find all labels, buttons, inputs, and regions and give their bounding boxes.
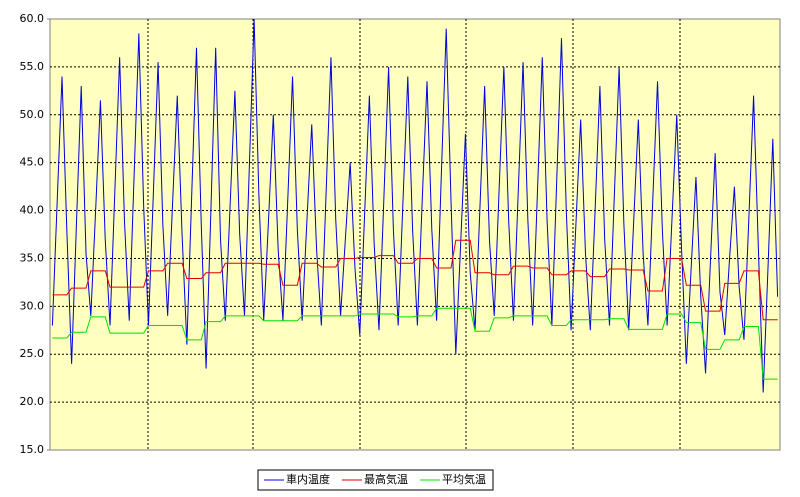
- y-tick-label: 50.0: [20, 108, 45, 121]
- series-line: [51, 18, 779, 393]
- legend-label: 平均気温: [442, 472, 486, 486]
- series-line: [52, 307, 778, 380]
- legend-label: 車内温度: [286, 472, 330, 486]
- legend: [257, 469, 494, 491]
- legend-label: 最高気温: [364, 472, 408, 486]
- y-tick-label: 15.0: [20, 443, 45, 456]
- series-line: [52, 239, 778, 321]
- y-tick-label: 25.0: [20, 347, 45, 360]
- y-tick-label: 40.0: [20, 204, 45, 217]
- y-tick-label: 45.0: [20, 156, 45, 169]
- plot-area: [49, 18, 781, 451]
- y-tick-label: 35.0: [20, 251, 45, 264]
- y-tick-label: 30.0: [20, 299, 45, 312]
- y-tick-label: 55.0: [20, 60, 45, 73]
- y-tick-label: 60.0: [20, 12, 45, 25]
- y-tick-label: 20.0: [20, 395, 45, 408]
